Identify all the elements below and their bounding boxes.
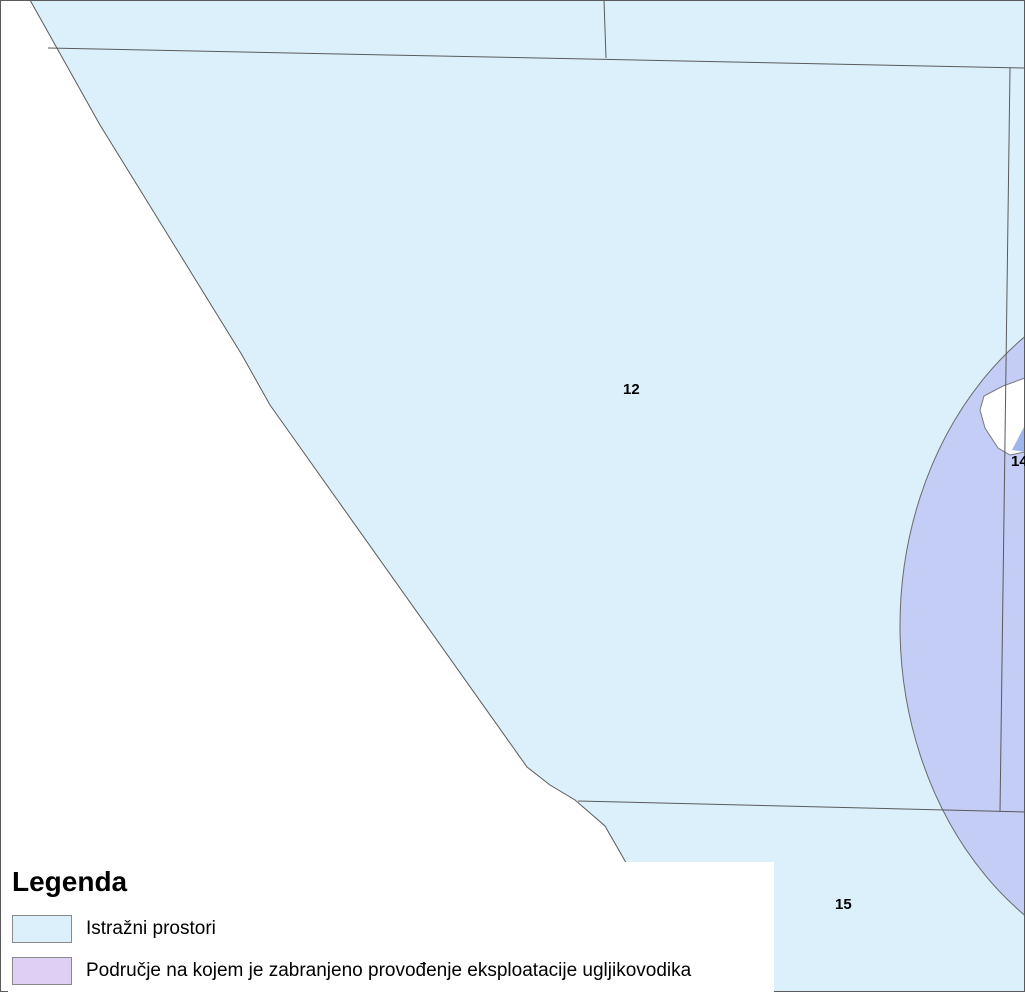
island-shape	[979, 377, 1025, 456]
block-label-14: 14	[1011, 453, 1025, 470]
legend-label-exploration: Istražni prostori	[86, 918, 216, 939]
exploration-area-fill	[30, 0, 1025, 992]
boundary-top-vertical	[603, 0, 607, 59]
legend-title: Legenda	[12, 866, 128, 897]
restricted-zone-circle	[899, 335, 1025, 917]
block-label-15: 15	[835, 896, 852, 913]
western-boundary	[29, 0, 701, 992]
boundary-north	[47, 47, 1025, 69]
legend-item-restricted: Područje na kojem je zabranjeno provođen…	[12, 956, 691, 986]
block-14-area	[1012, 425, 1025, 452]
boundary-south	[577, 800, 1025, 813]
legend-swatch-exploration	[12, 915, 72, 943]
boundary-east	[999, 67, 1011, 813]
legend-item-exploration: Istražni prostori	[12, 914, 216, 944]
legend-label-restricted: Područje na kojem je zabranjeno provođen…	[86, 960, 692, 981]
block-label-12: 12	[623, 381, 640, 398]
legend-panel: Legenda Istražni prostori Područje na ko…	[8, 862, 774, 992]
legend-swatch-restricted	[12, 957, 72, 985]
